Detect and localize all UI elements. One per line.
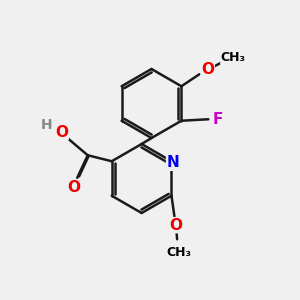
Text: O: O [68, 180, 81, 195]
Text: O: O [201, 62, 214, 77]
Text: CH₃: CH₃ [221, 51, 246, 64]
Text: O: O [169, 218, 182, 233]
Text: F: F [212, 112, 223, 127]
Text: H: H [41, 118, 52, 132]
Text: CH₃: CH₃ [167, 246, 191, 259]
Text: O: O [55, 125, 68, 140]
Text: N: N [167, 155, 179, 170]
